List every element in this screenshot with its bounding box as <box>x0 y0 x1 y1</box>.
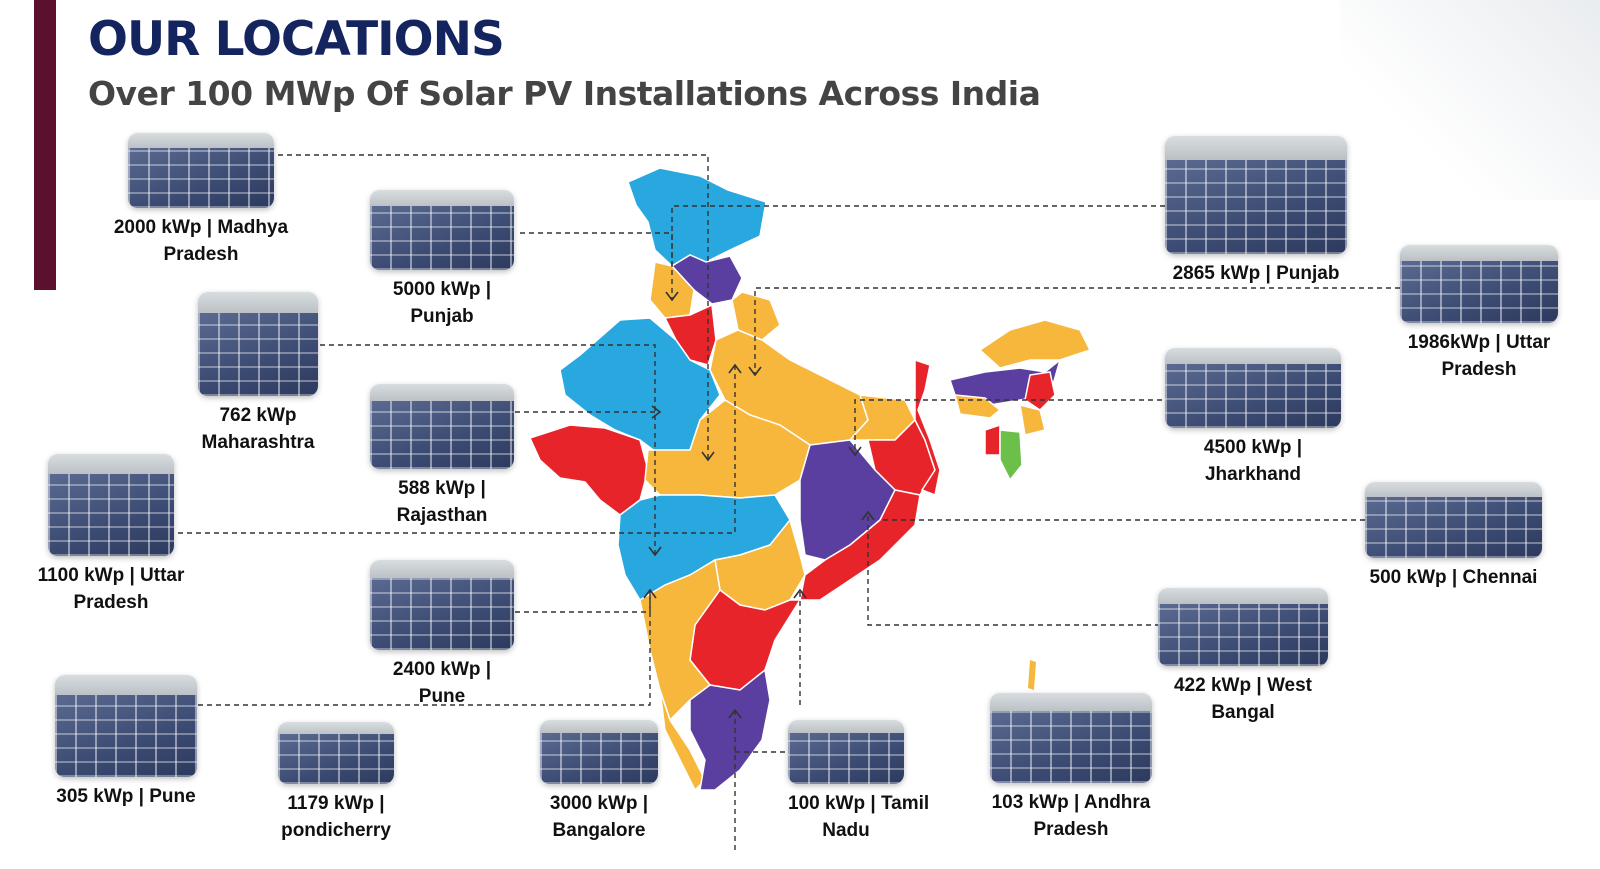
installation-location: Punjab <box>410 306 474 327</box>
arrow-icon <box>748 366 762 377</box>
installation-capacity: 5000 kWp | <box>392 279 492 300</box>
connector-line <box>854 399 1162 455</box>
map-region-west-bengal <box>914 358 941 497</box>
installation-card: 588 kWp | Rajasthan <box>370 384 514 529</box>
installation-card: 2865 kWp | Punjab <box>1165 136 1347 287</box>
installation-location: pondicherry <box>281 820 391 841</box>
connector-line <box>178 365 736 534</box>
solar-panel-photo <box>370 384 514 469</box>
installation-capacity: 422 kWp | West <box>1173 675 1312 696</box>
installation-card: 100 kWp | Tamil Nadu <box>788 720 930 844</box>
installation-capacity: 1986kWp | Uttar <box>1407 332 1551 353</box>
arrow-icon <box>728 363 742 374</box>
installation-card: 103 kWp | Andhra Pradesh <box>990 693 1152 843</box>
solar-panel-photo <box>540 720 658 784</box>
arrow-icon <box>861 510 875 521</box>
arrow-icon <box>648 546 662 557</box>
arrow-icon <box>643 588 657 599</box>
installation-location: Pradesh <box>73 592 149 613</box>
installation-card: 2000 kWp | Madhya Pradesh <box>114 133 288 268</box>
connector-line <box>754 287 1400 375</box>
arrow-icon <box>848 446 862 457</box>
installation-card: 5000 kWp | Punjab <box>370 190 514 330</box>
solar-panel-photo <box>278 722 394 784</box>
map-region-meghalaya <box>953 394 1002 419</box>
map-region-jammu-kashmir <box>627 167 767 267</box>
installation-capacity: 762 kWp <box>219 405 297 426</box>
connector-line <box>520 232 673 300</box>
solar-panel-photo <box>1365 482 1542 558</box>
accent-bar <box>34 0 56 290</box>
installation-capacity: 100 kWp | Tamil <box>788 793 930 814</box>
installation-capacity: 1100 kWp | Uttar <box>37 565 185 586</box>
installation-capacity: 2400 kWp | <box>392 659 492 680</box>
installation-capacity: 2000 kWp | Madhya <box>113 217 289 238</box>
arrow-icon <box>665 291 679 302</box>
map-region-mizoram <box>999 429 1023 482</box>
arrow-icon <box>701 451 715 462</box>
background-fade <box>1340 0 1600 200</box>
installation-card: 2400 kWp | Pune <box>370 560 514 710</box>
arrow-icon <box>728 708 742 719</box>
installation-card: 1100 kWp | Uttar Pradesh <box>38 454 184 616</box>
map-region-himachal <box>670 254 743 305</box>
installation-capacity: 1179 kWp | <box>287 793 385 814</box>
arrow-icon <box>651 405 662 419</box>
connector-line <box>867 512 1160 626</box>
installation-card: 305 kWp | Pune <box>55 675 197 810</box>
map-region-tamil-nadu <box>689 668 771 791</box>
installation-capacity: 3000 kWp | <box>549 793 649 814</box>
connector-line <box>515 590 651 613</box>
map-region-odisha <box>799 489 921 601</box>
connector-line <box>671 205 1165 270</box>
installation-capacity: 2865 kWp | Punjab <box>1172 263 1340 284</box>
solar-panel-photo <box>1158 588 1328 666</box>
solar-panel-photo <box>788 720 904 784</box>
installation-capacity: 4500 kWp | <box>1203 437 1303 458</box>
connector-line <box>278 154 709 460</box>
installation-location: Nadu <box>822 820 870 841</box>
installation-capacity: 500 kWp | Chennai <box>1369 567 1538 588</box>
map-region-arunachal <box>978 319 1092 369</box>
installation-location: Pradesh <box>1441 359 1517 380</box>
installation-card: 4500 kWp | Jharkhand <box>1165 348 1341 488</box>
installation-card: 762 kWp Maharashtra <box>198 292 318 456</box>
installation-location: Rajasthan <box>396 505 488 526</box>
installation-location: Jharkhand <box>1204 464 1302 485</box>
solar-panel-photo <box>1400 245 1558 323</box>
connector-line <box>320 344 656 555</box>
solar-panel-photo <box>198 292 318 396</box>
map-region-kerala <box>659 689 706 792</box>
arrow-icon <box>793 588 807 599</box>
page-title: OUR LOCATIONS <box>88 12 505 67</box>
solar-panel-photo <box>1165 348 1341 428</box>
installation-location: Bangal <box>1211 702 1275 723</box>
installation-location: Pradesh <box>163 244 239 265</box>
installation-card: 1986kWp | Uttar Pradesh <box>1400 245 1558 383</box>
solar-panel-photo <box>990 693 1152 783</box>
installation-location: Pradesh <box>1033 819 1109 840</box>
installation-card: 1179 kWp | pondicherry <box>278 722 394 844</box>
installation-card: 500 kWp | Chennai <box>1365 482 1542 591</box>
connector-line <box>198 590 651 706</box>
map-region-manipur <box>1019 403 1046 436</box>
installation-capacity: 103 kWp | Andhra <box>991 792 1151 813</box>
solar-panel-photo <box>128 133 274 208</box>
solar-panel-photo <box>370 560 514 650</box>
map-region-islands <box>1028 660 1036 690</box>
solar-panel-photo <box>370 190 514 270</box>
installation-location: Pune <box>418 686 466 707</box>
solar-panel-photo <box>1165 136 1347 254</box>
solar-panel-photo <box>48 454 174 556</box>
installation-location: Bangalore <box>552 820 646 841</box>
installation-location: Maharashtra <box>201 432 315 453</box>
installation-card: 3000 kWp | Bangalore <box>540 720 658 844</box>
installation-capacity: 305 kWp | Pune <box>56 786 196 807</box>
page-subtitle: Over 100 MWp Of Solar PV Installations A… <box>88 74 1041 113</box>
solar-panel-photo <box>55 675 197 777</box>
installation-card: 422 kWp | West Bangal <box>1158 588 1328 726</box>
installation-capacity: 588 kWp | <box>398 478 486 499</box>
